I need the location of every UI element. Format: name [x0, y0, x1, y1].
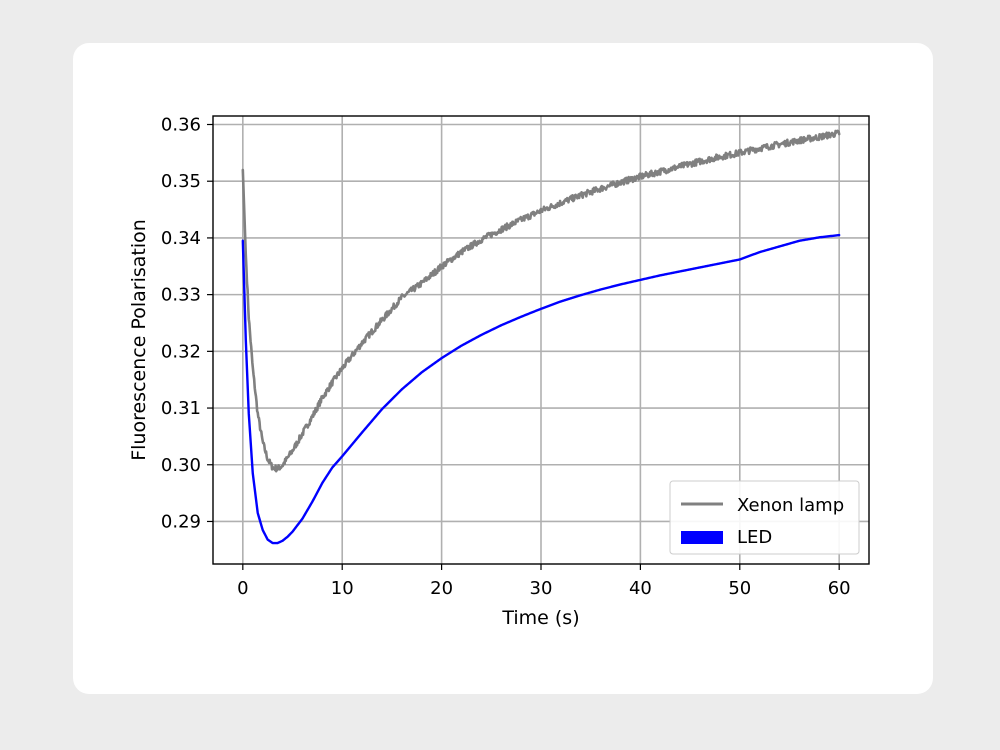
series-lines [241, 129, 841, 545]
x-tick-label: 20 [430, 578, 453, 599]
axis-ticks: 0 10 20 30 40 50 60 0.29 0.30 0.31 0.32 0.33 0.34 0.3… [161, 115, 851, 599]
legend-label-led: LED [737, 527, 772, 548]
legend-swatch-led [681, 531, 723, 544]
x-tick-label: 40 [629, 578, 652, 599]
y-tick-label: 0.36 [161, 115, 201, 136]
y-axis-label: Fluorescence Polarisation [128, 219, 150, 461]
series-line-xenon-lamp [241, 129, 841, 473]
y-tick-label: 0.34 [161, 228, 201, 249]
x-tick-label: 50 [728, 578, 751, 599]
x-tick-label: 30 [530, 578, 553, 599]
y-tick-label: 0.32 [161, 341, 201, 362]
y-tick-label: 0.35 [161, 171, 201, 192]
series-line-led [241, 233, 841, 545]
x-tick-label: 0 [237, 578, 248, 599]
y-tick-label: 0.33 [161, 285, 201, 306]
grid-lines [213, 116, 869, 564]
y-tick-label: 0.29 [161, 511, 201, 532]
legend: Xenon lamp LED [669, 480, 860, 555]
y-tick-label: 0.31 [161, 398, 201, 419]
chart-card [73, 43, 933, 694]
y-tick-label: 0.30 [161, 455, 201, 476]
legend-label-xenon-lamp: Xenon lamp [737, 495, 844, 516]
x-axis-label: Time (s) [501, 607, 579, 629]
x-tick-label: 10 [331, 578, 354, 599]
x-tick-label: 60 [828, 578, 851, 599]
